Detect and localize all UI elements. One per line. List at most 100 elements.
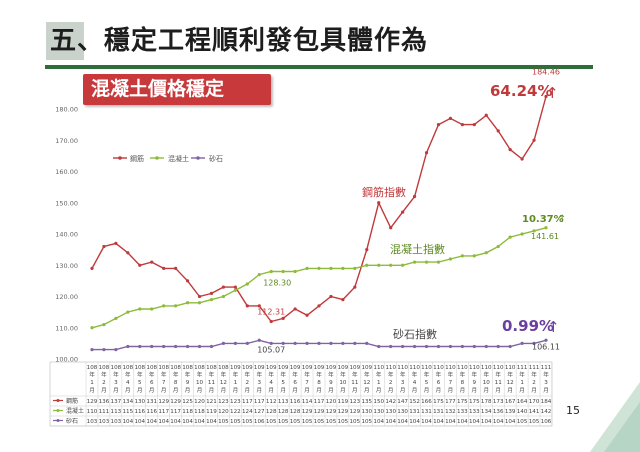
data-point xyxy=(424,260,429,264)
x-category-label: 110 年 8 月 xyxy=(457,365,468,394)
data-point xyxy=(102,323,106,327)
table-cell: 129 xyxy=(158,399,169,405)
data-point xyxy=(126,310,130,314)
table-cell: 105 xyxy=(218,419,229,425)
data-point xyxy=(257,273,261,277)
table-cell: 140 xyxy=(517,409,528,415)
x-category-label: 109 年 1 月 xyxy=(230,365,241,394)
table-cell: 104 xyxy=(457,419,468,425)
table-cell: 103 xyxy=(111,419,122,425)
table-cell: 123 xyxy=(230,399,241,405)
table-cell: 129 xyxy=(314,409,325,415)
data-point xyxy=(365,341,369,345)
data-point xyxy=(221,341,226,345)
table-cell: 104 xyxy=(170,419,181,425)
data-point xyxy=(174,344,178,349)
table-row-label: 鋼筋 xyxy=(66,397,78,405)
data-point xyxy=(532,341,536,345)
x-category-label: 110 年 9 月 xyxy=(469,365,480,394)
data-point xyxy=(114,348,118,352)
data-point xyxy=(245,341,249,345)
x-category-label: 110 年 7 月 xyxy=(445,365,456,394)
table-cell: 130 xyxy=(373,409,384,415)
x-category-label: 109 年 11 月 xyxy=(349,365,360,394)
x-category-label: 110 年 11 月 xyxy=(493,365,504,394)
table-cell: 124 xyxy=(242,409,253,415)
table-row-label: 混凝土 xyxy=(66,407,84,415)
series-line-1 xyxy=(91,227,547,329)
data-point xyxy=(424,344,429,349)
data-point xyxy=(245,304,249,308)
table-cell: 105 xyxy=(349,419,360,425)
data-point xyxy=(401,263,405,267)
gravel-index-label: 砂石指數 xyxy=(393,327,437,341)
table-cell: 104 xyxy=(493,419,504,425)
data-point xyxy=(365,248,369,252)
data-point xyxy=(257,338,261,342)
data-point xyxy=(353,285,357,289)
data-point xyxy=(221,285,226,289)
data-point xyxy=(90,326,94,330)
x-category-label: 111 年 2 月 xyxy=(529,365,540,394)
data-point xyxy=(114,316,118,320)
data-point xyxy=(281,269,285,274)
table-cell: 104 xyxy=(505,419,516,425)
table-cell: 137 xyxy=(111,399,122,405)
data-point xyxy=(484,344,488,349)
data-point xyxy=(126,251,130,255)
table-cell: 129 xyxy=(326,409,337,415)
data-point xyxy=(544,338,548,342)
point-value-label: 184.46 xyxy=(532,68,560,77)
table-cell: 104 xyxy=(421,419,432,425)
table-cell: 105 xyxy=(302,419,313,425)
table-cell: 130 xyxy=(134,399,145,405)
table-cell: 134 xyxy=(122,399,133,405)
legend-marker-dot xyxy=(196,156,200,160)
table-cell: 150 xyxy=(373,399,384,405)
data-point xyxy=(317,304,321,308)
table-cell: 175 xyxy=(433,399,444,405)
data-point xyxy=(532,138,536,142)
x-category-label: 108 年 10 月 xyxy=(194,365,205,394)
data-point xyxy=(341,298,345,302)
x-category-label: 109 年 3 月 xyxy=(254,365,265,394)
table-cell: 104 xyxy=(146,419,157,425)
table-cell: 104 xyxy=(433,419,444,425)
table-cell: 166 xyxy=(421,399,432,405)
y-tick-label: 140.00 xyxy=(55,231,78,239)
data-point xyxy=(460,254,464,258)
table-cell: 131 xyxy=(421,409,432,415)
data-point xyxy=(90,348,94,352)
data-point xyxy=(162,344,166,349)
table-cell: 104 xyxy=(122,419,133,425)
x-category-label: 108 年 2 月 xyxy=(99,365,110,394)
table-cell: 123 xyxy=(218,399,229,405)
table-cell: 177 xyxy=(445,399,456,405)
x-category-label: 109 年 7 月 xyxy=(302,365,313,394)
table-cell: 129 xyxy=(87,399,98,405)
data-point xyxy=(377,201,381,205)
legend-marker-dot xyxy=(118,156,122,160)
data-point xyxy=(508,148,512,152)
data-point xyxy=(221,294,226,299)
data-point xyxy=(209,298,214,302)
data-point xyxy=(377,344,381,349)
table-cell: 120 xyxy=(194,399,205,405)
table-cell: 128 xyxy=(278,409,289,415)
rebar-index-label: 鋼筋指數 xyxy=(362,185,406,199)
x-category-label: 108 年 11 月 xyxy=(206,365,217,394)
table-cell: 105 xyxy=(338,419,349,425)
data-point xyxy=(233,285,237,289)
x-category-label: 110 年 4 月 xyxy=(409,365,420,394)
data-point xyxy=(245,282,249,286)
table-cell: 119 xyxy=(338,399,349,405)
data-point xyxy=(197,301,202,305)
table-cell: 105 xyxy=(314,419,325,425)
table-cell: 113 xyxy=(111,409,122,415)
table-cell: 111 xyxy=(99,409,110,415)
x-category-label: 111 年 1 月 xyxy=(517,365,528,394)
table-cell: 141 xyxy=(529,409,540,415)
table-cell: 118 xyxy=(194,409,205,415)
data-point xyxy=(90,266,94,270)
